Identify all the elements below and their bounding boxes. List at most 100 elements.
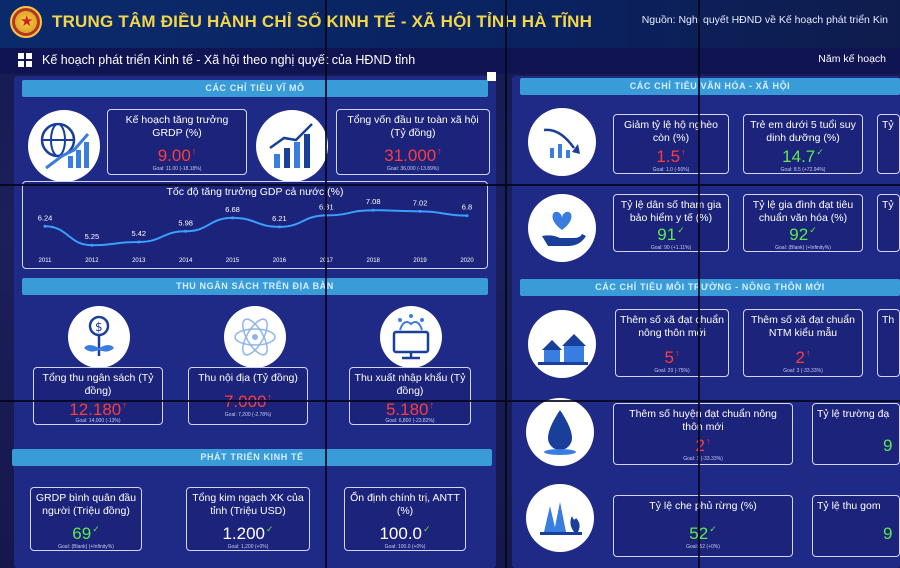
gdp-data-label: 5.25 [85, 232, 100, 241]
kpi-political-stability[interactable]: Ổn định chính trị, ANTT (%) 100.0✓ Goal:… [344, 487, 466, 551]
svg-text:$: $ [95, 320, 103, 334]
kpi-label: Thêm số huyện đạt chuẩn nông thôn mới [629, 408, 777, 433]
kpi-label: Kế hoạch tăng trưởng GRDP (%) [125, 114, 229, 139]
kpi-goal: Goal: 3 (-33.33%) [683, 456, 723, 462]
section-environment-rural: CÁC CHỈ TIÊU MÔI TRƯỜNG - NÔNG THÔN MỚI [520, 279, 900, 296]
kpi-label: Thêm số xã đạt chuẩn NTM kiểu mẫu [751, 314, 855, 339]
gdp-point [90, 243, 94, 247]
kpi-grdp-per-capita[interactable]: GRDP bình quân đầu người (Triệu đồng) 69… [30, 487, 142, 551]
scrollbar-thumb[interactable] [487, 72, 496, 81]
kpi-goal: Goal: 1,200 (+0%) [227, 544, 269, 550]
kpi-value: 9.00↑ [157, 146, 197, 165]
gdp-point [231, 216, 235, 220]
screen-seam [0, 400, 900, 402]
kpi-goal: Goal: 11.00 (-18.18%) [152, 166, 202, 172]
gdp-data-label: 7.02 [413, 198, 428, 207]
forest-fire-icon [526, 484, 594, 552]
gdp-data-label: 5.98 [178, 218, 193, 227]
atom-icon [224, 306, 286, 368]
kpi-value: 7.000↑ [224, 392, 273, 411]
kpi-value: 100.0✓ [379, 524, 431, 543]
kpi-poverty-rate[interactable]: Giảm tỷ lệ hộ nghèo còn (%) 1.5↑ Goal: 1… [613, 114, 729, 174]
kpi-cut-off-2[interactable]: Tỷ [877, 194, 900, 252]
kpi-label: Thêm số xã đạt chuẩn nông thôn mới [620, 314, 724, 339]
chart-title: Tốc độ tăng trưởng GDP cả nước (%) [166, 186, 344, 198]
kpi-label: Ổn định chính trị, ANTT (%) [350, 492, 460, 517]
kpi-cultural-families[interactable]: Tỷ lệ gia đình đạt tiêu chuẩn văn hóa (%… [743, 194, 863, 252]
kpi-value: 5.180↑ [385, 400, 435, 419]
screen-seam [325, 0, 327, 568]
gdp-point [418, 209, 422, 213]
report-title: Kế hoạch phát triển Kinh tế - Xã hội the… [42, 53, 416, 67]
gdp-data-label: 5.42 [131, 229, 146, 238]
kpi-domestic-revenue[interactable]: Thu nội địa (Tỷ đồng) 7.000↑ Goal: 7,200… [188, 367, 308, 425]
kpi-value: 52✓ [689, 524, 717, 543]
village-icon [528, 310, 596, 378]
kpi-label: Giảm tỷ lệ hộ nghèo còn (%) [624, 119, 718, 144]
kpi-value: 9 [883, 436, 893, 455]
kpi-label: Tỷ [882, 199, 894, 211]
kpi-goal: Goal: 14,000 (-13%) [75, 418, 121, 424]
year-filter[interactable]: Năm kế hoạch [818, 53, 886, 65]
top-bar [0, 0, 900, 48]
page-title: TRUNG TÂM ĐIỀU HÀNH CHỈ SỐ KINH TẾ - XÃ … [52, 12, 593, 31]
emblem-icon [10, 6, 42, 38]
gdp-year-tick: 2020 [460, 258, 474, 264]
kpi-goal: Goal: 20 (-75%) [654, 368, 690, 374]
gdp-series-line [44, 209, 468, 247]
gdp-year-tick: 2011 [39, 258, 53, 264]
kpi-export-turnover[interactable]: Tổng kim ngạch XK của tỉnh (Triệu USD) 1… [186, 487, 310, 551]
kpi-goal: Goal: 3 (-33.33%) [783, 368, 823, 374]
gdp-point [277, 225, 281, 229]
kpi-goal: Goal: 8.5 (+72.94%) [780, 167, 826, 173]
kpi-label: Tỷ lệ che phủ rừng (%) [649, 500, 757, 512]
kpi-goal: Goal: 6,800 (-23.82%) [385, 418, 435, 424]
kpi-value: 2↑ [695, 436, 711, 455]
gdp-year-tick: 2016 [273, 258, 287, 264]
kpi-total-revenue[interactable]: Tổng thu ngân sách (Tỷ đồng) 12.180↑ Goa… [33, 367, 163, 425]
kpi-goal: Goal: 90 (+1.11%) [650, 245, 692, 251]
kpi-label: Tỷ lệ trường đạ [817, 408, 890, 420]
kpi-label: Tỷ lệ thu gom [817, 500, 881, 512]
kpi-goal: Goal: (Blank) (+Infinity%) [58, 544, 114, 550]
kpi-label: Thu xuất nhập khẩu (Tỷ đồng) [354, 372, 466, 397]
kpi-label: Tổng kim ngạch XK của tỉnh (Triệu USD) [192, 492, 304, 517]
kpi-child-malnutrition[interactable]: Trẻ em dưới 5 tuổi suy dinh dưỡng (%) 14… [743, 114, 863, 174]
kpi-new-rural-communes[interactable]: Thêm số xã đạt chuẩn nông thôn mới 5↑ Go… [615, 309, 729, 377]
kpi-grdp-growth[interactable]: Kế hoạch tăng trưởng GRDP (%) 9.00↑ Goal… [107, 109, 247, 175]
sub-bar [0, 48, 900, 74]
kpi-cut-off-1[interactable]: Tỷ [877, 114, 900, 174]
kpi-model-rural-communes[interactable]: Thêm số xã đạt chuẩn NTM kiểu mẫu 2↑ Goa… [743, 309, 863, 377]
kpi-waste-collection[interactable]: Tỷ lệ thu gom 9 [812, 495, 900, 557]
section-budget: THU NGÂN SÁCH TRÊN ĐỊA BÀN [22, 278, 488, 295]
kpi-label: GRDP bình quân đầu người (Triệu đồng) [35, 492, 137, 517]
gdp-data-label: 6.68 [225, 205, 240, 214]
kpi-standard-schools[interactable]: Tỷ lệ trường đạ 9 [812, 403, 900, 465]
kpi-value: 12.180↑ [69, 400, 127, 419]
kpi-new-rural-districts[interactable]: Thêm số huyện đạt chuẩn nông thôn mới 2↑… [613, 403, 793, 465]
gdp-point [371, 208, 375, 212]
kpi-label: Tỷ lệ dân số tham gia bảo hiểm y tế (%) [620, 199, 722, 224]
gdp-year-tick: 2019 [413, 258, 427, 264]
source-note: Nguồn: Nghị quyết HĐND về Kế hoạch phát … [641, 14, 888, 26]
gdp-data-label: 6.21 [272, 214, 287, 223]
gdp-data-label: 6.24 [38, 213, 53, 222]
kpi-label: Tỷ [882, 119, 894, 131]
water-drop-icon [526, 398, 594, 466]
gdp-growth-chart: Tốc độ tăng trưởng GDP cả nước (%) 6.24 2… [22, 181, 488, 269]
gdp-chart-svg: 6.24 2011 5.25 2012 5.42 2013 5.98 2014 6.68 2015… [38, 197, 475, 264]
kpi-goal: Goal: 1.0 (-50%) [652, 167, 690, 173]
kpi-goal: Goal: (Blank) (+Infinity%) [775, 245, 831, 251]
kpi-goal: Goal: 100.0 (+0%) [384, 544, 426, 550]
kpi-import-export-revenue[interactable]: Thu xuất nhập khẩu (Tỷ đồng) 5.180↑ Goal… [349, 367, 471, 425]
bar-chart-icon [256, 110, 328, 182]
gdp-year-tick: 2013 [132, 258, 146, 264]
kpi-value: 9 [883, 524, 893, 543]
kpi-total-investment[interactable]: Tổng vốn đầu tư toàn xã hội (Tỷ đồng) 31… [336, 109, 490, 175]
grid-menu-icon[interactable] [18, 53, 32, 67]
kpi-label: Trẻ em dưới 5 tuổi suy dinh dưỡng (%) [750, 119, 856, 144]
kpi-forest-coverage[interactable]: Tỷ lệ che phủ rừng (%) 52✓ Goal: 52 (+0%… [613, 495, 793, 557]
screen-seam [0, 184, 900, 186]
kpi-health-insurance[interactable]: Tỷ lệ dân số tham gia bảo hiểm y tế (%) … [613, 194, 729, 252]
kpi-cut-off-3[interactable]: Th [877, 309, 900, 377]
